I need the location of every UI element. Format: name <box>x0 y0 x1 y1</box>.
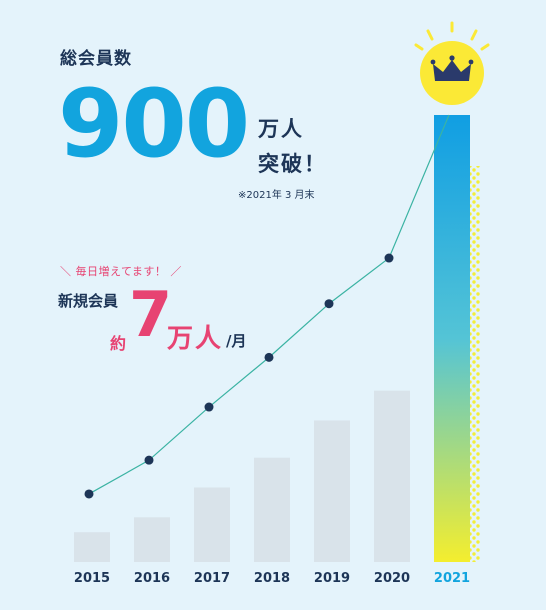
trend-point-2018 <box>264 352 274 362</box>
x-tick-2016: 2016 <box>134 571 170 586</box>
crown-ray-0 <box>426 29 434 41</box>
crown-icon <box>433 60 471 81</box>
total-members-unit: 万人 <box>258 117 304 141</box>
bar-2016 <box>134 517 170 562</box>
x-tick-2021: 2021 <box>434 571 470 586</box>
new-members-approx: 約 <box>110 334 127 353</box>
bar-2020 <box>374 390 410 562</box>
x-tick-2020: 2020 <box>374 571 410 586</box>
x-tick-2017: 2017 <box>194 571 230 586</box>
trend-point-2016 <box>144 455 154 465</box>
daily-growth-note: ＼ 毎日増えてます！ ／ <box>60 263 182 279</box>
crown-ray-3 <box>414 43 424 51</box>
bar-2015 <box>74 532 110 562</box>
total-members-number: 900 <box>58 70 250 179</box>
new-members-number: 7 <box>129 278 173 351</box>
sparkle-left-icon: ＼ <box>60 265 76 278</box>
x-tick-2018: 2018 <box>254 571 290 586</box>
trend-point-2017 <box>204 402 214 412</box>
crown-ray-4 <box>480 43 490 51</box>
new-members-label: 新規会員 <box>58 292 119 310</box>
x-tick-2015: 2015 <box>74 571 110 586</box>
bar-dotted-shadow-2021 <box>468 166 480 562</box>
crown-ray-2 <box>470 29 478 41</box>
trend-point-2015 <box>84 489 94 499</box>
daily-growth-text: 毎日増えてます！ <box>75 265 167 278</box>
total-members-label: 総会員数 <box>60 49 132 69</box>
bar-2019 <box>314 420 350 562</box>
total-members-break-text: 突破！ <box>258 152 327 176</box>
crown-jewel-right <box>468 59 474 65</box>
bar-2018 <box>254 457 290 562</box>
x-tick-2019: 2019 <box>314 571 350 586</box>
crown-jewel-center <box>449 55 455 61</box>
bar-2021 <box>434 115 470 562</box>
trend-point-2020 <box>384 253 394 263</box>
new-members-per-month: /月 <box>226 332 247 350</box>
bar-2017 <box>194 487 230 562</box>
trend-point-2019 <box>324 299 334 309</box>
new-members-unit: 万人 <box>167 324 224 354</box>
sparkle-right-icon: ／ <box>166 265 182 278</box>
crown-jewel-left <box>430 59 436 65</box>
total-members-note: ※2021年 3 月末 <box>238 190 315 201</box>
